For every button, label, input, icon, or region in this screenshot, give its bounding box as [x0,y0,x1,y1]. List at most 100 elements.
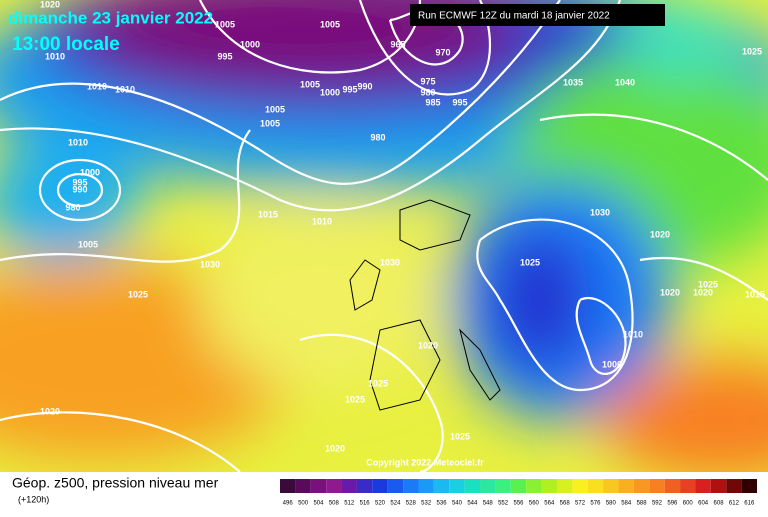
isobar-label: 1010 [68,137,88,147]
scale-swatch [587,479,604,493]
scale-swatch [510,479,527,493]
scale-label: 576 [590,501,601,507]
isobar-label: 1005 [215,19,235,29]
scale-label: 552 [498,501,509,507]
isobar-label: 985 [425,97,440,107]
date-label: dimanche 23 janvier 2022 [8,8,213,27]
scale-label: 528 [406,501,417,507]
scale-swatch [741,479,757,493]
scale-swatch [433,479,450,493]
scale-swatch [726,479,742,493]
isobar-label: 1020 [40,0,60,9]
scale-label: 596 [667,501,678,507]
isobar-label: 990 [357,81,372,91]
scale-swatch [695,479,711,493]
scale-swatch [403,479,419,493]
copyright: Copyright 2022 Meteociel.fr [366,457,484,467]
isobar-label: 1010 [45,51,65,61]
scale-label: 544 [467,501,478,507]
scale-swatch [418,479,434,493]
scale-label: 572 [575,501,586,507]
scale-swatch [495,479,511,493]
scale-swatch [295,479,311,493]
isobar-label: 1025 [345,394,365,404]
scale-label: 504 [313,501,324,507]
isobar-label: 1035 [563,77,583,87]
coastlines [349,199,501,411]
scale-label: 604 [698,501,709,507]
scale-swatch [710,479,727,493]
scale-label: 568 [560,501,571,507]
isobar-label: 1020 [693,287,713,297]
scale-swatch [310,479,327,493]
isobar-label: 1000 [80,167,100,177]
isobar-label: 1020 [325,443,345,453]
scale-swatch [356,479,373,493]
isobar-label: 965 [390,39,405,49]
isobar-label: 980 [370,132,385,142]
scale-swatch [526,479,542,493]
scale-label: 500 [298,501,309,507]
isobar-label: 1030 [590,207,610,217]
isobar-label: 1010 [87,81,107,91]
scale-label: 560 [529,501,540,507]
scale-swatch [464,479,481,493]
isobar-label: 970 [435,47,450,57]
isobar-label: 1025 [128,289,148,299]
isobar-label: 1010 [623,329,643,339]
scale-label: 532 [421,501,432,507]
isobar-label: 1005 [78,239,98,249]
isobar-label: 1000 [602,359,622,369]
isobar-label: 1025 [698,279,718,289]
scale-swatch [572,479,588,493]
isobar-label: 1010 [115,84,135,94]
isobar-label: 1020 [650,229,670,239]
scale-label: 556 [513,501,524,507]
scale-swatch [633,479,650,493]
isobar-label: 1025 [742,46,762,56]
scale-swatch [341,479,357,493]
scale-label: 592 [652,501,663,507]
isobar-label: 1030 [200,259,220,269]
scale-swatch [449,479,465,493]
run-box [410,4,665,26]
isobar-label: 980 [65,202,80,212]
scale-swatch [372,479,388,493]
isobar-label: 1015 [745,289,765,299]
scale-label: 616 [744,501,755,507]
isobar-label: 1010 [312,216,332,226]
isobar-label: 975 [420,76,435,86]
scale-label: 540 [452,501,463,507]
isobar-label: 1015 [258,209,278,219]
scale-label: 580 [606,501,617,507]
scale-label: 516 [360,501,371,507]
scale-swatch [541,479,557,493]
isobar-label: 1000 [240,39,260,49]
isobar-label: 1005 [320,19,340,29]
scale-swatch [603,479,619,493]
isobar-label: 1025 [368,378,388,388]
run-label: Run ECMWF 12Z du mardi 18 janvier 2022 [418,11,610,22]
scale-label: 600 [683,501,694,507]
field [0,0,768,480]
scale-swatch [280,479,296,493]
isobar-label: 995 [342,84,357,94]
scale-label: 584 [621,501,632,507]
isobar-label: 980 [420,87,435,97]
scale-swatch [556,479,573,493]
scale-label: 512 [344,501,355,507]
isobar-label: 1005 [260,118,280,128]
scale-label: 588 [637,501,648,507]
isobar-label: 1030 [380,257,400,267]
isobar-label: 995 [217,51,232,61]
isobar-label: 1020 [418,340,438,350]
isobar-label: 995 [72,177,87,187]
isobar-label: 995 [452,97,467,107]
scale-swatch [326,479,342,493]
scale-label: 508 [329,501,340,507]
scale-label: 520 [375,501,386,507]
scale-label: 536 [437,501,448,507]
footer-title: Géop. z500, pression niveau mer [12,475,219,491]
scale-label: 496 [283,501,294,507]
